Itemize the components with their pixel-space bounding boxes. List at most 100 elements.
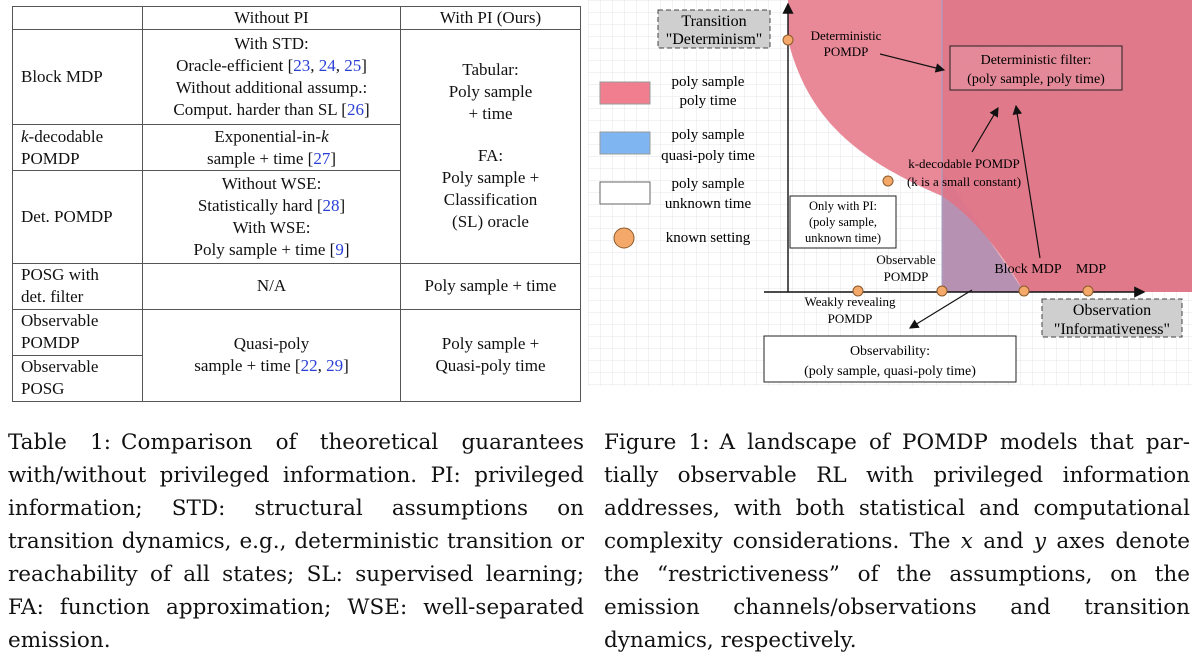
figure-caption-x: x [960, 529, 973, 554]
legend-white-swatch [599, 181, 651, 205]
row-label-k-decodable: k-decodable POMDP [12, 124, 143, 172]
table-caption-label: Table 1: [8, 430, 112, 455]
cell-line: (SL) oracle [452, 212, 529, 232]
citation-link[interactable]: 27 [313, 148, 331, 168]
table-header-row: Without PI With PI (Ours) [12, 6, 581, 30]
row-label-det-pomdp: Det. POMDP [12, 170, 143, 264]
cell-line: Poly sample + [441, 168, 540, 188]
table-row: k-decodable POMDP Exponential-in-k sampl… [12, 124, 581, 172]
svg-text:unknown time: unknown time [665, 196, 752, 212]
svg-text:known setting: known setting [666, 230, 751, 246]
legend-blue-swatch [599, 131, 651, 155]
header-with-pi: With PI (Ours) [400, 6, 581, 30]
label-kdec-1: k-decodable POMDP [908, 156, 1020, 171]
citation-link[interactable]: 28 [322, 195, 340, 215]
svg-text:quasi-poly time: quasi-poly time [661, 148, 755, 164]
label-det-pomdp-1: Deterministic [811, 28, 882, 43]
table-row: POSG with det. filter N/A Poly sample + … [12, 262, 581, 310]
point-weakly-revealing [852, 285, 864, 297]
comparison-table: Without PI With PI (Ours) Block MDP With… [12, 6, 581, 403]
legend-red-swatch [599, 81, 651, 105]
row-label-posg: POSG with det. filter [12, 262, 143, 310]
cell-kdec-without-pi: Exponential-in-k sample + time [27] [142, 124, 401, 172]
svg-text:(poly sample, poly time): (poly sample, poly time) [967, 72, 1105, 87]
figure-caption-text: A landscape of POMDP models that par­tia… [604, 430, 1190, 554]
box-only-with-pi: Only with PI: (poly sample, unknown time… [789, 195, 897, 249]
figure-caption: Figure 1: A landscape of POMDP models tha… [604, 426, 1190, 657]
cell-posg-with-pi: Poly sample + time [400, 262, 581, 310]
citation-link[interactable]: 26 [346, 100, 364, 120]
citation-link[interactable]: 25 [344, 56, 362, 76]
svg-text:Observability:: Observability: [850, 344, 930, 359]
svg-text:"Determinism": "Determinism" [666, 31, 763, 48]
cell-line: Tabular: [462, 60, 519, 80]
legend-dot-marker [613, 227, 635, 249]
label-block-mdp: Block MDP [994, 262, 1062, 277]
y-axis-label: Transition "Determinism" [657, 9, 771, 49]
box-observability: Observability: (poly sample, quasi-poly … [763, 335, 1017, 383]
cell-line: + time [468, 104, 513, 124]
header-empty [12, 6, 143, 30]
label-obs-pomdp-1: Observable [876, 252, 935, 267]
label-det-pomdp-2: POMDP [824, 44, 869, 59]
cell-line: Classification [443, 190, 538, 210]
cell-line: Comput. harder than SL [26] [173, 100, 370, 120]
svg-text:poly sample: poly sample [672, 74, 745, 90]
cell-obs-without-pi: Quasi-poly sample + time [22, 29] [142, 308, 401, 403]
point-observable-pomdp [936, 285, 948, 297]
cell-with-pi-tabular-fa: Tabular: Poly sample + time FA: Poly sam… [400, 29, 581, 264]
svg-text:Transition: Transition [681, 13, 746, 30]
x-axis-label: Observation "Informativeness" [1041, 298, 1183, 338]
cell-line: Without additional assump.: [175, 78, 368, 98]
cell-obs-with-pi: Poly sample + Quasi-poly time [400, 308, 581, 403]
svg-text:poly time: poly time [679, 93, 736, 109]
svg-text:unknown time): unknown time) [805, 231, 881, 245]
citation-link[interactable]: 9 [335, 239, 344, 259]
table-caption: Table 1: Comparison of theoretical guaran… [8, 426, 584, 657]
label-obs-pomdp-2: POMDP [884, 269, 929, 284]
table-row: Block MDP With STD: Oracle-efficient [23… [12, 28, 581, 264]
cell-line: Oracle-efficient [23, 24, 25] [176, 56, 367, 76]
table-row: Observable POMDP Quasi-poly sample + tim… [12, 308, 581, 403]
label-mdp: MDP [1076, 262, 1107, 277]
svg-text:"Informativeness": "Informativeness" [1054, 321, 1170, 338]
cell-line: With STD: [234, 34, 309, 54]
point-mdp [1082, 285, 1094, 297]
svg-text:(poly sample,: (poly sample, [809, 215, 877, 229]
row-label-block-mdp: Block MDP [12, 28, 143, 126]
citation-link[interactable]: 24 [318, 56, 336, 76]
cell-posg-without-pi: N/A [142, 262, 401, 310]
svg-text:Observation: Observation [1073, 302, 1151, 319]
citation-link[interactable]: 23 [293, 56, 311, 76]
figure-caption-label: Figure 1: [604, 430, 710, 455]
svg-text:(poly sample, quasi-poly time): (poly sample, quasi-poly time) [804, 364, 976, 379]
svg-text:poly sample: poly sample [672, 176, 745, 192]
point-k-decodable [882, 175, 894, 187]
table-row: Observable POSG [12, 354, 581, 403]
pomdp-landscape-figure: Transition "Determinism" Observation "In… [588, 0, 1192, 386]
svg-text:Deterministic filter:: Deterministic filter: [981, 53, 1092, 68]
figure-caption-y: y [1033, 529, 1047, 554]
citation-link[interactable]: 29 [326, 356, 344, 376]
label-weak-2: POMDP [828, 311, 873, 326]
table-row: Det. POMDP Without WSE: Statistically ha… [12, 170, 581, 264]
svg-text:Only with PI:: Only with PI: [809, 199, 877, 213]
box-det-filter: Deterministic filter: (poly sample, poly… [949, 45, 1123, 91]
cell-line: FA: [477, 146, 504, 166]
svg-text:poly sample: poly sample [672, 127, 745, 143]
label-kdec-2: (k is a small constant) [907, 174, 1021, 189]
row-label-obs-posg: Observable POSG [12, 354, 143, 403]
figure-caption-text-2: axes de­note the “restrictiveness” of th… [604, 529, 1190, 653]
red-region-dark [942, 0, 1192, 292]
table-caption-text: Comparison of theoretical guaran­tees wi… [8, 430, 584, 653]
cell-line: Poly sample [448, 82, 533, 102]
header-without-pi: Without PI [142, 6, 401, 30]
legend: poly sample poly time poly sample quasi-… [599, 74, 755, 249]
point-block-mdp [1018, 285, 1030, 297]
label-weak-1: Weakly revealing [805, 294, 896, 309]
figure-caption-and: and [983, 529, 1024, 554]
cell-block-without-pi: With STD: Oracle-efficient [23, 24, 25] … [142, 28, 401, 126]
point-det-pomdp [782, 34, 794, 46]
row-label-obs-pomdp: Observable POMDP [12, 308, 143, 356]
citation-link[interactable]: 22 [300, 356, 318, 376]
